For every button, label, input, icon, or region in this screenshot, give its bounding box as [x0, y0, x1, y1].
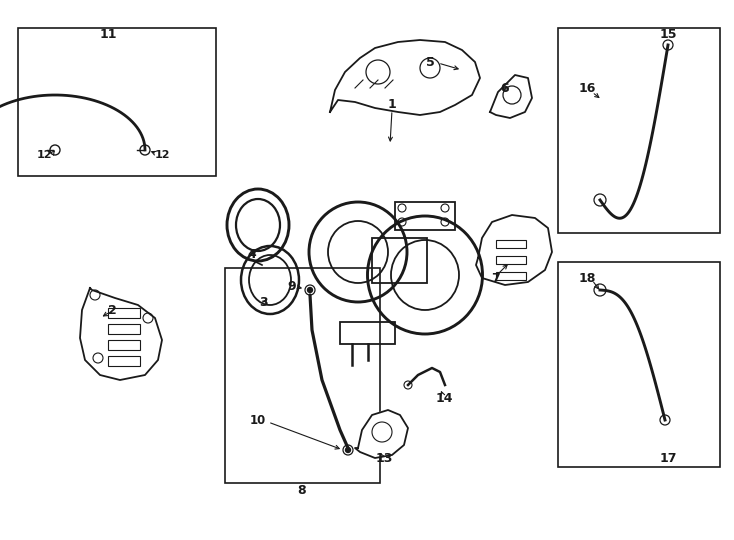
Circle shape — [346, 448, 351, 453]
Text: 3: 3 — [260, 296, 269, 309]
Text: 15: 15 — [659, 29, 677, 42]
Bar — [496, 256, 526, 264]
Bar — [558, 28, 720, 233]
Text: 7: 7 — [492, 272, 501, 285]
Bar — [108, 308, 140, 318]
Bar — [372, 238, 427, 283]
Text: 13: 13 — [375, 451, 393, 464]
Text: 16: 16 — [578, 82, 596, 94]
Text: 1: 1 — [388, 98, 396, 111]
Text: 12: 12 — [154, 150, 170, 160]
Bar — [395, 202, 455, 230]
Polygon shape — [355, 410, 408, 458]
Bar — [108, 324, 140, 334]
Polygon shape — [80, 288, 162, 380]
Bar — [108, 340, 140, 350]
Polygon shape — [330, 40, 480, 115]
Text: 2: 2 — [108, 303, 117, 316]
Text: 6: 6 — [501, 82, 509, 94]
Bar — [496, 272, 526, 280]
Text: 10: 10 — [250, 414, 266, 427]
Text: 11: 11 — [99, 29, 117, 42]
Bar — [496, 240, 526, 248]
Polygon shape — [490, 75, 532, 118]
Text: 5: 5 — [426, 56, 435, 69]
Circle shape — [308, 287, 313, 293]
Bar — [18, 28, 216, 176]
Text: 12: 12 — [36, 150, 52, 160]
Bar — [558, 262, 720, 467]
Bar — [108, 356, 140, 366]
Bar — [340, 322, 395, 344]
Bar — [225, 268, 380, 483]
Text: 8: 8 — [298, 483, 306, 496]
Text: 9: 9 — [288, 280, 297, 293]
Text: 18: 18 — [578, 272, 596, 285]
Text: 4: 4 — [247, 247, 256, 260]
Text: 17: 17 — [659, 451, 677, 464]
Polygon shape — [476, 215, 552, 285]
Text: 14: 14 — [435, 392, 453, 404]
